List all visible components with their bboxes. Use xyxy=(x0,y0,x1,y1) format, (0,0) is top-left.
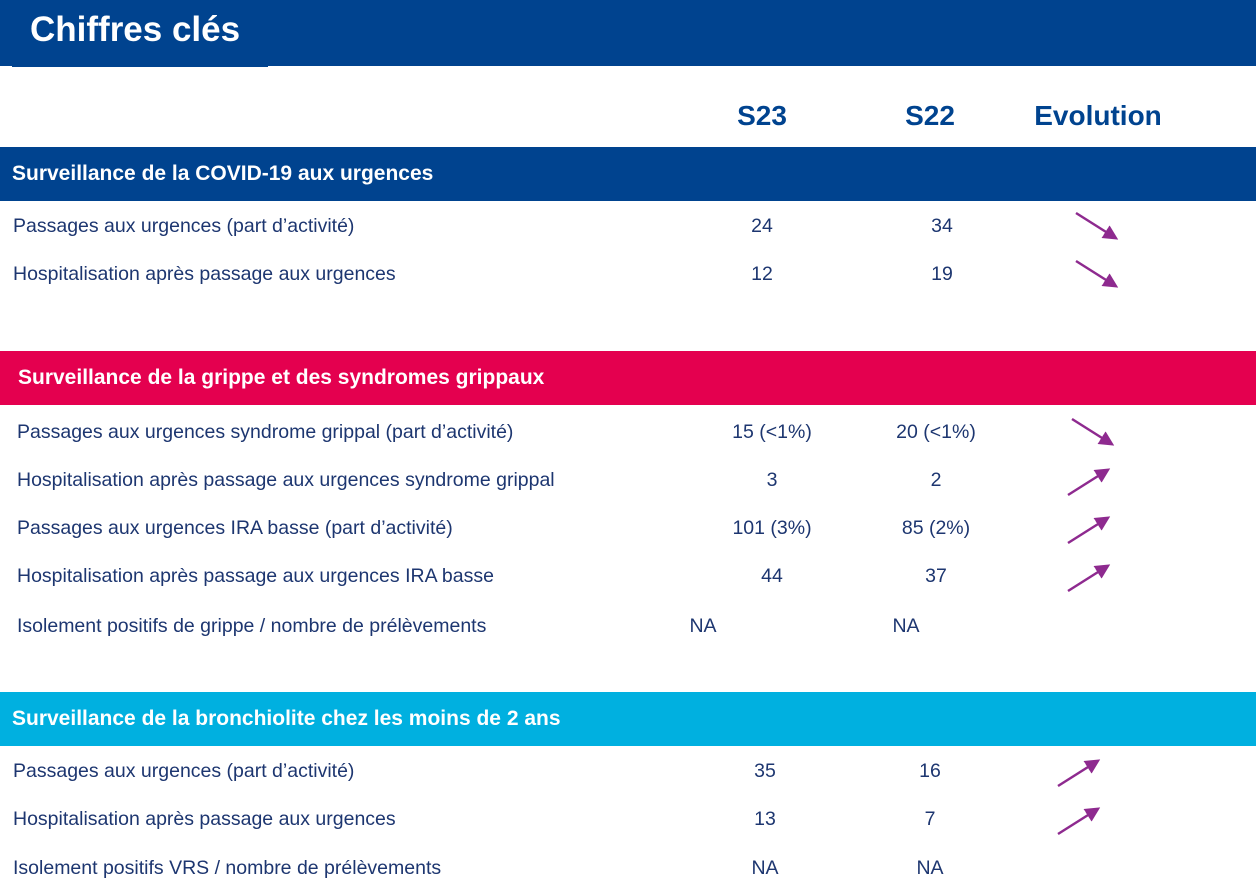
value-s23: 35 xyxy=(754,760,776,782)
table-row: Passages aux urgences syndrome grippal (… xyxy=(0,417,1256,447)
row-label: Passages aux urgences syndrome grippal (… xyxy=(17,421,514,443)
table-row: Hospitalisation après passage aux urgenc… xyxy=(0,465,1256,497)
title-bar: Chiffres clés xyxy=(0,0,1256,66)
page-title: Chiffres clés xyxy=(30,10,241,49)
value-s22: 16 xyxy=(919,760,941,782)
section-header: Surveillance de la grippe et des syndrom… xyxy=(0,351,1256,405)
row-label: Hospitalisation après passage aux urgenc… xyxy=(13,263,396,285)
table-row: Hospitalisation après passage aux urgenc… xyxy=(0,804,1256,836)
trend-up-arrow-icon xyxy=(1067,564,1111,593)
title-underline xyxy=(12,64,268,67)
trend-up-arrow-icon xyxy=(1057,759,1101,788)
value-s22: 19 xyxy=(931,263,953,285)
column-header-s22: S22 xyxy=(905,100,955,131)
value-s22: NA xyxy=(892,615,920,637)
row-label: Isolement positifs de grippe / nombre de… xyxy=(17,615,487,637)
row-label: Passages aux urgences IRA basse (part d’… xyxy=(17,517,453,539)
value-s22: 20 (<1%) xyxy=(896,421,976,443)
value-s22: 34 xyxy=(931,215,953,237)
table-row: Hospitalisation après passage aux urgenc… xyxy=(0,259,1256,289)
value-s23: 15 (<1%) xyxy=(732,421,812,443)
value-s23: 13 xyxy=(754,808,776,830)
value-s22: 2 xyxy=(930,469,942,491)
table-row: Passages aux urgences (part d’activité) … xyxy=(0,756,1256,788)
table-row: Isolement positifs VRS / nombre de prélè… xyxy=(0,853,1256,883)
section-header: Surveillance de la bronchiolite chez les… xyxy=(0,692,1256,746)
table-row: Isolement positifs de grippe / nombre de… xyxy=(0,611,1256,641)
value-s23: 24 xyxy=(751,215,773,237)
value-s22: 7 xyxy=(924,808,936,830)
value-s23: 44 xyxy=(761,565,783,587)
value-s23: 3 xyxy=(766,469,778,491)
column-header-s23: S23 xyxy=(737,100,787,131)
trend-up-arrow-icon xyxy=(1067,468,1111,497)
table-row: Passages aux urgences IRA basse (part d’… xyxy=(0,513,1256,545)
row-label: Hospitalisation après passage aux urgenc… xyxy=(13,808,396,830)
value-s22: 85 (2%) xyxy=(901,517,971,539)
value-s23: 101 (3%) xyxy=(732,517,812,539)
row-label: Passages aux urgences (part d’activité) xyxy=(13,760,355,782)
value-s23: NA xyxy=(689,615,717,637)
value-s22: 37 xyxy=(925,565,947,587)
section-header: Surveillance de la COVID-19 aux urgences xyxy=(0,147,1256,201)
row-label: Isolement positifs VRS / nombre de prélè… xyxy=(13,857,442,879)
trend-down-arrow-icon xyxy=(1075,259,1119,288)
table-row: Hospitalisation après passage aux urgenc… xyxy=(0,561,1256,593)
trend-up-arrow-icon xyxy=(1057,807,1101,836)
row-label: Hospitalisation après passage aux urgenc… xyxy=(17,469,555,491)
value-s23: 12 xyxy=(751,263,773,285)
value-s22: NA xyxy=(916,857,944,879)
row-label: Hospitalisation après passage aux urgenc… xyxy=(17,565,494,587)
value-s23: NA xyxy=(751,857,779,879)
trend-down-arrow-icon xyxy=(1075,211,1119,240)
trend-down-arrow-icon xyxy=(1071,417,1115,446)
row-label: Passages aux urgences (part d’activité) xyxy=(13,215,355,237)
table-row: Passages aux urgences (part d’activité) … xyxy=(0,211,1256,241)
column-header-evolution: Evolution xyxy=(1034,100,1162,131)
trend-up-arrow-icon xyxy=(1067,516,1111,545)
